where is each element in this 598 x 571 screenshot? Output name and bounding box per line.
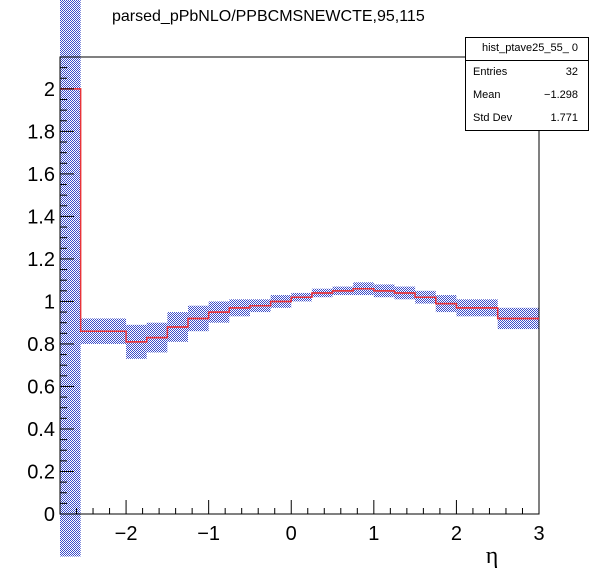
y-tick-label: 1	[44, 291, 55, 313]
stats-label: Mean	[473, 89, 501, 101]
x-axis-label: η	[486, 543, 499, 569]
y-tick-label: 0.4	[27, 419, 55, 441]
stats-row-stddev: Std Dev 1.771	[466, 107, 588, 130]
x-tick-label: 3	[533, 523, 544, 545]
chart-title: parsed_pPbNLO/PPBCMSNEWCTE,95,115	[112, 8, 425, 25]
y-tick-label: 0.2	[27, 461, 55, 483]
y-tick-label: 0.8	[27, 334, 55, 356]
y-tick-label: 0.6	[27, 376, 55, 398]
stats-box: hist_ptave25_55_ 0 Entries 32 Mean −1.29…	[465, 37, 589, 131]
x-tick-label: 2	[451, 523, 462, 545]
plot-frame	[59, 56, 540, 515]
y-tick-label: 0	[44, 504, 55, 526]
y-axis: 0 0.2 0.4 0.6 0.8 1 1.2 1.4 1.6 1.8 2	[27, 56, 74, 526]
y-tick-label: 1.6	[27, 164, 55, 186]
y-tick-label: 1.2	[27, 249, 55, 271]
stats-label: Entries	[473, 66, 508, 78]
x-tick-label: −2	[115, 523, 138, 545]
error-band	[60, 0, 81, 557]
x-tick-label: 0	[286, 523, 297, 545]
x-tick-label: 1	[368, 523, 379, 545]
stats-label: Std Dev	[473, 112, 513, 124]
y-tick-label: 2	[44, 79, 55, 101]
stats-value: −1.298	[544, 89, 578, 101]
stats-row-entries: Entries 32	[466, 61, 588, 84]
stats-row-mean: Mean −1.298	[466, 84, 588, 107]
x-tick-label: −1	[197, 523, 220, 545]
stats-title: hist_ptave25_55_ 0	[466, 38, 588, 61]
error-bands	[60, 0, 539, 557]
histogram-line	[60, 88, 539, 343]
stats-value: 32	[565, 66, 578, 78]
y-tick-label: 1.4	[27, 206, 55, 228]
x-axis: −2 −1 0 1 2 3	[59, 500, 545, 545]
stats-value: 1.771	[550, 112, 578, 124]
y-tick-label: 1.8	[27, 121, 55, 143]
